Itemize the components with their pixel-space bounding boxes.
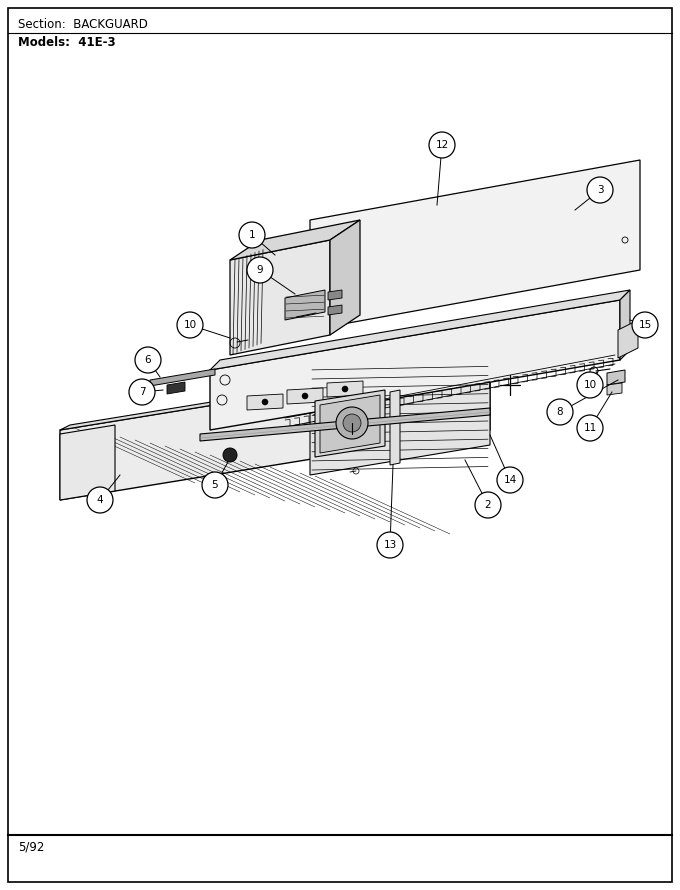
Circle shape xyxy=(632,312,658,338)
Polygon shape xyxy=(230,220,360,260)
Polygon shape xyxy=(310,160,640,330)
Circle shape xyxy=(577,415,603,441)
Circle shape xyxy=(262,399,268,405)
Text: 15: 15 xyxy=(639,320,651,330)
Text: Section:  BACKGUARD: Section: BACKGUARD xyxy=(18,18,148,31)
Polygon shape xyxy=(310,360,490,475)
Text: 10: 10 xyxy=(583,380,596,390)
Circle shape xyxy=(342,386,348,392)
Text: 1: 1 xyxy=(249,230,255,240)
Circle shape xyxy=(547,399,573,425)
Text: 6: 6 xyxy=(145,355,152,365)
Polygon shape xyxy=(200,408,490,441)
Polygon shape xyxy=(60,425,115,500)
Polygon shape xyxy=(60,355,500,430)
Circle shape xyxy=(223,448,237,462)
Text: 10: 10 xyxy=(184,320,197,330)
Text: 5/92: 5/92 xyxy=(18,840,44,853)
Polygon shape xyxy=(315,390,385,457)
Text: Models:  41E-3: Models: 41E-3 xyxy=(18,36,116,49)
Polygon shape xyxy=(60,360,490,500)
Polygon shape xyxy=(320,395,380,453)
Circle shape xyxy=(377,532,403,558)
Polygon shape xyxy=(618,320,638,358)
Polygon shape xyxy=(285,290,325,320)
Text: 9: 9 xyxy=(256,265,263,275)
Polygon shape xyxy=(167,382,185,394)
Circle shape xyxy=(135,347,161,373)
Circle shape xyxy=(239,222,265,248)
Polygon shape xyxy=(210,300,620,430)
Circle shape xyxy=(587,177,613,203)
Circle shape xyxy=(429,132,455,158)
Text: 7: 7 xyxy=(139,387,146,397)
Polygon shape xyxy=(330,220,360,335)
Text: 12: 12 xyxy=(435,140,449,150)
Text: 2: 2 xyxy=(485,500,492,510)
Text: 13: 13 xyxy=(384,540,396,550)
Polygon shape xyxy=(607,370,625,385)
Polygon shape xyxy=(247,394,283,410)
Polygon shape xyxy=(328,290,342,300)
Circle shape xyxy=(247,257,273,283)
Text: 4: 4 xyxy=(97,495,103,505)
Polygon shape xyxy=(620,290,630,360)
Text: 8: 8 xyxy=(557,407,563,417)
Circle shape xyxy=(129,379,155,405)
Polygon shape xyxy=(327,381,363,397)
Circle shape xyxy=(202,472,228,498)
Polygon shape xyxy=(607,383,622,395)
Circle shape xyxy=(577,372,603,398)
Circle shape xyxy=(177,312,203,338)
Text: 3: 3 xyxy=(596,185,603,195)
Polygon shape xyxy=(390,390,400,465)
Polygon shape xyxy=(328,305,342,315)
Circle shape xyxy=(343,414,361,432)
Polygon shape xyxy=(230,240,330,355)
Text: 11: 11 xyxy=(583,423,596,433)
Text: 5: 5 xyxy=(211,480,218,490)
Polygon shape xyxy=(287,388,323,404)
Circle shape xyxy=(336,407,368,439)
Polygon shape xyxy=(210,290,630,370)
Circle shape xyxy=(302,393,308,399)
Circle shape xyxy=(497,467,523,493)
Circle shape xyxy=(475,492,501,518)
Polygon shape xyxy=(150,369,215,386)
Circle shape xyxy=(87,487,113,513)
Text: 14: 14 xyxy=(503,475,517,485)
